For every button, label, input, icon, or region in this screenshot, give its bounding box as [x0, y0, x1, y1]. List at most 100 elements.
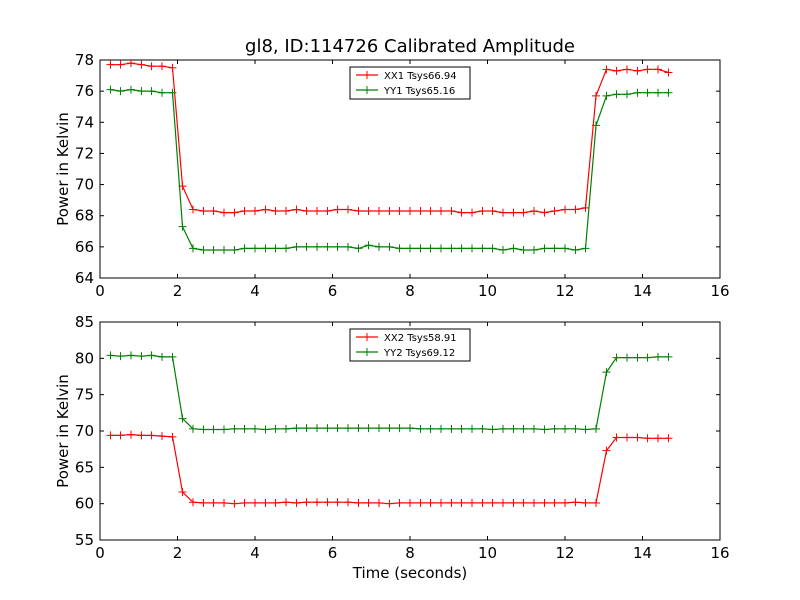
y-tick-label: 76: [75, 82, 94, 100]
data-point: [519, 208, 528, 217]
data-point: [209, 245, 218, 254]
data-point: [209, 425, 218, 434]
data-point: [323, 242, 332, 251]
legend-label: YY1 Tsys65.16: [383, 86, 455, 97]
legend-box: [349, 66, 471, 100]
data-point: [654, 65, 662, 74]
y-tick-label: 78: [75, 51, 94, 69]
data-point: [261, 205, 270, 214]
data-point: [189, 205, 197, 214]
data-point: [168, 63, 177, 72]
data-point: [106, 85, 115, 94]
data-point: [633, 433, 642, 442]
data-point: [230, 499, 239, 508]
data-point: [395, 207, 404, 216]
data-point: [364, 207, 373, 216]
data-point: [664, 434, 673, 443]
figure-title: gl8, ID:114726 Calibrated Amplitude: [245, 36, 575, 57]
data-point: [426, 424, 435, 433]
data-point: [437, 244, 445, 253]
x-tick-label: 10: [478, 282, 497, 300]
data-point: [664, 68, 673, 77]
data-point: [375, 242, 383, 251]
data-point: [499, 498, 507, 507]
data-point: [457, 424, 466, 433]
x-axis-label: Time (seconds): [352, 564, 468, 582]
data-point: [147, 87, 156, 96]
data-point: [592, 498, 600, 507]
y-tick-label: 85: [75, 313, 94, 331]
x-tick-label: 4: [250, 282, 260, 300]
data-point: [561, 424, 569, 433]
data-point: [385, 207, 394, 216]
data-point: [364, 241, 373, 250]
data-point: [561, 205, 569, 214]
data-point: [271, 424, 280, 433]
data-point: [519, 498, 528, 507]
data-point: [602, 91, 611, 100]
x-tick-label: 6: [328, 544, 338, 562]
data-point: [623, 65, 631, 74]
data-point: [612, 353, 621, 362]
data-point: [571, 424, 580, 433]
data-point: [643, 88, 652, 97]
x-tick-label: 6: [328, 282, 338, 300]
data-point: [302, 242, 311, 251]
data-point: [633, 66, 642, 75]
data-point: [127, 59, 135, 68]
y-tick-label: 68: [75, 207, 94, 225]
data-point: [633, 88, 642, 97]
data-point: [633, 353, 642, 362]
data-point: [488, 244, 497, 253]
data-point: [282, 207, 290, 216]
data-point: [540, 425, 549, 434]
data-point: [137, 87, 146, 96]
series-1: [106, 430, 673, 508]
data-point: [209, 498, 218, 507]
data-point: [426, 207, 435, 216]
data-point: [251, 424, 259, 433]
data-point: [147, 62, 156, 71]
data-point: [220, 208, 228, 217]
data-point: [344, 205, 352, 214]
data-point: [199, 425, 208, 434]
data-point: [271, 244, 280, 253]
data-point: [292, 498, 301, 507]
data-point: [509, 424, 518, 433]
data-point: [251, 244, 259, 253]
x-tick-label: 14: [633, 544, 652, 562]
data-point: [457, 498, 466, 507]
data-point: [313, 207, 321, 216]
data-point: [530, 424, 538, 433]
data-point: [395, 424, 404, 433]
data-point: [106, 431, 115, 440]
data-point: [116, 87, 125, 96]
data-point: [220, 245, 228, 254]
data-point: [251, 498, 259, 507]
data-point: [168, 432, 177, 441]
data-point: [499, 245, 507, 254]
data-point: [364, 498, 373, 507]
data-point: [189, 424, 197, 433]
data-point: [344, 242, 352, 251]
data-point: [540, 244, 549, 253]
data-point: [571, 245, 580, 254]
data-point: [395, 498, 404, 507]
data-point: [137, 352, 146, 361]
data-point: [147, 431, 156, 440]
plot-2: 0 2 4 6 8 10 12 14 16 55 60 65 70 75 80 85 Power in Kelv…: [54, 313, 730, 582]
data-point: [437, 424, 445, 433]
data-point: [488, 498, 497, 507]
y-tick-label: 80: [75, 349, 94, 367]
data-point: [561, 244, 569, 253]
data-point: [282, 424, 290, 433]
data-point: [344, 424, 352, 433]
y-tick-label: 65: [75, 458, 94, 476]
data-point: [220, 498, 228, 507]
data-point: [612, 66, 621, 75]
data-point: [178, 488, 187, 497]
data-point: [127, 85, 135, 94]
data-point: [199, 245, 208, 254]
